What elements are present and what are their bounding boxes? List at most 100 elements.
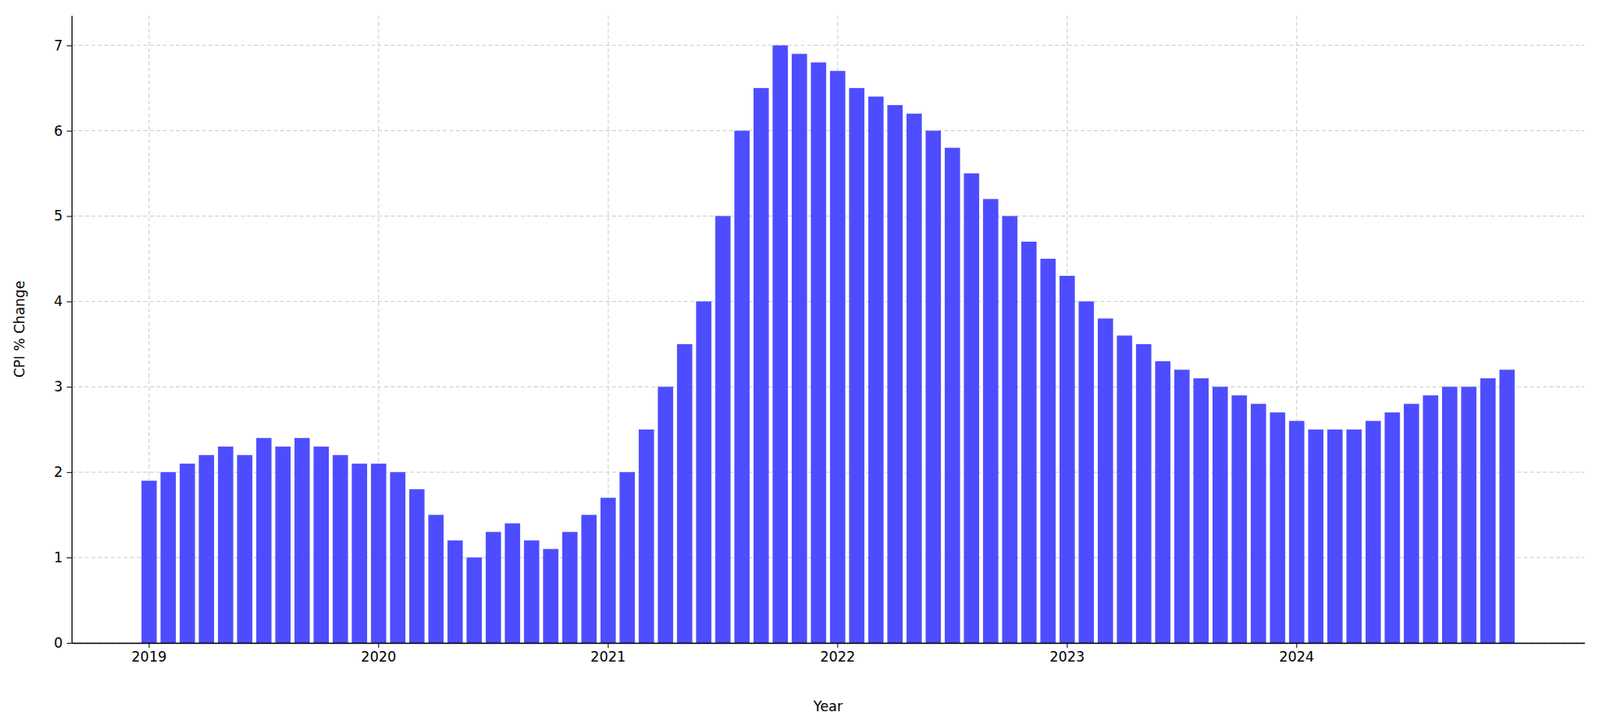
y-tick: 7 <box>53 37 72 54</box>
y-grid-line <box>71 386 1585 388</box>
bar <box>504 523 521 643</box>
bar <box>447 540 464 643</box>
bar <box>160 472 176 643</box>
bar <box>830 70 846 643</box>
bar <box>1040 258 1056 643</box>
bar <box>715 216 731 643</box>
bar <box>294 437 311 643</box>
grid <box>71 15 1585 643</box>
x-tick-label: 2023 <box>1049 648 1085 665</box>
bar <box>218 446 234 643</box>
bar <box>695 301 712 643</box>
y-tick-label: 5 <box>53 207 63 224</box>
bar <box>236 454 253 643</box>
bar <box>198 454 215 643</box>
bar <box>677 344 693 643</box>
bar <box>466 557 482 643</box>
bar <box>1499 369 1515 643</box>
x-tick-label: 2020 <box>361 648 397 665</box>
bar <box>256 437 272 643</box>
bar <box>1442 386 1458 643</box>
bar <box>1001 216 1018 643</box>
bar <box>485 532 502 643</box>
bar <box>944 148 961 643</box>
bar <box>753 87 770 643</box>
x-tick: 2021 <box>590 642 626 665</box>
x-axis-title: Year <box>813 698 844 715</box>
y-tick-label: 6 <box>53 122 63 140</box>
bar <box>581 515 597 643</box>
y-tick-label: 1 <box>53 549 63 566</box>
y-tick-mark <box>66 301 72 302</box>
y-tick-mark <box>66 131 72 132</box>
bar <box>887 104 903 643</box>
y-tick-label: 7 <box>53 37 63 54</box>
bar <box>1269 412 1286 643</box>
bar <box>1059 275 1076 643</box>
y-axis: 0 1 2 3 4 5 6 7 <box>53 16 72 652</box>
bar <box>562 532 578 643</box>
bar <box>868 96 884 643</box>
bar <box>313 446 329 643</box>
bar <box>1480 378 1496 643</box>
y-tick-mark <box>66 557 72 559</box>
x-tick: 2022 <box>820 642 856 665</box>
y-tick: 4 <box>53 292 72 310</box>
y-tick: 3 <box>53 378 72 395</box>
bar <box>1365 420 1382 643</box>
x-tick-label: 2022 <box>820 648 856 665</box>
y-grid-line <box>71 301 1585 302</box>
bar <box>1021 241 1037 643</box>
x-tick-mark <box>1066 642 1068 648</box>
y-tick-label: 4 <box>53 292 63 310</box>
bar <box>848 87 865 643</box>
x-tick-label: 2024 <box>1279 648 1315 665</box>
bar <box>638 429 655 643</box>
y-tick: 2 <box>53 463 72 481</box>
y-axis-line <box>71 16 73 644</box>
x-tick-label: 2019 <box>131 648 167 665</box>
bar <box>1078 301 1094 643</box>
y-axis-title: CPI % Change <box>11 280 28 378</box>
y-tick-mark <box>66 386 72 388</box>
x-tick-mark <box>148 642 150 648</box>
bar <box>428 515 444 643</box>
x-tick: 2020 <box>361 642 397 665</box>
bar <box>1116 335 1133 643</box>
y-tick-label: 3 <box>53 378 63 395</box>
x-tick-mark <box>607 642 609 648</box>
bar <box>275 446 291 643</box>
bar <box>332 454 349 643</box>
chart: 2019 2020 2021 2022 2023 2024 0 1 2 3 4 5 6 7 Year CPI … <box>0 0 1600 721</box>
bar <box>963 173 980 643</box>
bar <box>1136 344 1152 643</box>
bar <box>772 45 788 643</box>
bar <box>1250 403 1267 643</box>
bar <box>524 540 540 643</box>
x-tick-mark <box>1296 642 1298 648</box>
x-axis-line <box>72 642 1586 644</box>
bar <box>906 113 923 643</box>
x-tick: 2023 <box>1049 642 1085 665</box>
y-grid-line <box>71 130 1585 132</box>
plot: 2019 2020 2021 2022 2023 2024 0 1 2 3 4 5 6 7 <box>53 15 1585 665</box>
bar <box>619 472 635 643</box>
bar <box>141 480 158 643</box>
y-tick: 1 <box>53 549 72 566</box>
y-grid-line <box>71 44 1585 46</box>
y-tick: 0 <box>53 634 72 652</box>
bar <box>1327 429 1343 643</box>
x-tick-mark <box>837 642 839 648</box>
bar <box>409 489 425 643</box>
bar <box>1212 386 1229 643</box>
bars <box>141 45 1515 643</box>
bar <box>351 463 368 643</box>
bar <box>1289 420 1305 643</box>
bar <box>657 386 674 643</box>
bar <box>542 549 559 643</box>
y-tick-mark <box>66 642 72 644</box>
bar <box>810 62 827 643</box>
bar <box>791 53 808 643</box>
bar <box>925 131 941 643</box>
bar <box>1154 361 1171 643</box>
